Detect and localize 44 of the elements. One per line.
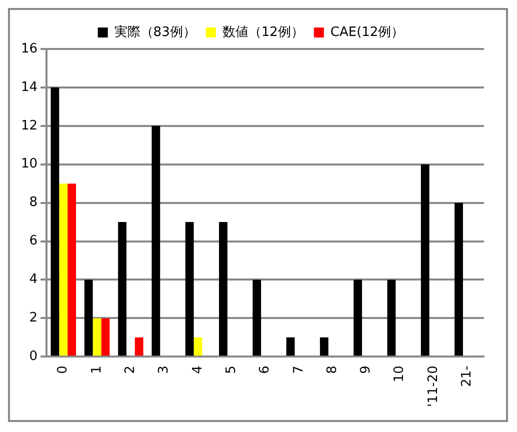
x-tick-label: 5 (224, 366, 239, 374)
y-tick-label: 4 (29, 272, 38, 288)
bar (252, 280, 262, 356)
x-tick-label: 6 (258, 366, 273, 374)
bar (84, 280, 93, 356)
bar (68, 184, 76, 356)
bar (320, 337, 328, 356)
x-tick-label: 9 (358, 366, 374, 374)
x-tick-label: 2 (123, 366, 138, 374)
y-tick-label: 8 (29, 195, 38, 210)
bar (152, 126, 160, 356)
y-tick-label: 10 (20, 156, 38, 172)
y-tick-label: 6 (29, 234, 38, 249)
bar (118, 222, 126, 356)
y-tick-label: 2 (29, 310, 38, 326)
x-tick-label: 0 (56, 366, 71, 374)
bar (354, 280, 362, 356)
x-tick-label: 10 (392, 366, 408, 382)
bar (194, 337, 202, 356)
x-tick-label: 4 (190, 366, 206, 374)
bar (101, 318, 110, 356)
y-tick-label: 16 (20, 41, 38, 56)
bar (219, 222, 228, 356)
legend-label: 数値（12例） (222, 24, 304, 40)
bar (185, 222, 194, 356)
y-tick-label: 0 (29, 349, 38, 364)
x-tick-label: 8 (324, 366, 340, 374)
bar (134, 337, 144, 356)
x-tick-label: 21- (460, 365, 475, 387)
bar (286, 337, 295, 356)
legend-label: 実際（83例） (114, 24, 196, 40)
bar (420, 164, 430, 356)
bar (454, 202, 463, 356)
x-tick-label: 7 (291, 366, 306, 374)
x-tick-label: '11-20 (426, 366, 441, 408)
bar (59, 184, 68, 356)
bar (50, 87, 60, 356)
bar (387, 280, 396, 356)
legend-label: CAE(12例） (330, 24, 404, 40)
bar (92, 318, 102, 356)
y-tick-label: 14 (20, 80, 38, 95)
y-tick-label: 12 (20, 118, 38, 134)
x-tick-label: 1 (89, 366, 104, 374)
x-tick-label: 3 (156, 366, 172, 374)
